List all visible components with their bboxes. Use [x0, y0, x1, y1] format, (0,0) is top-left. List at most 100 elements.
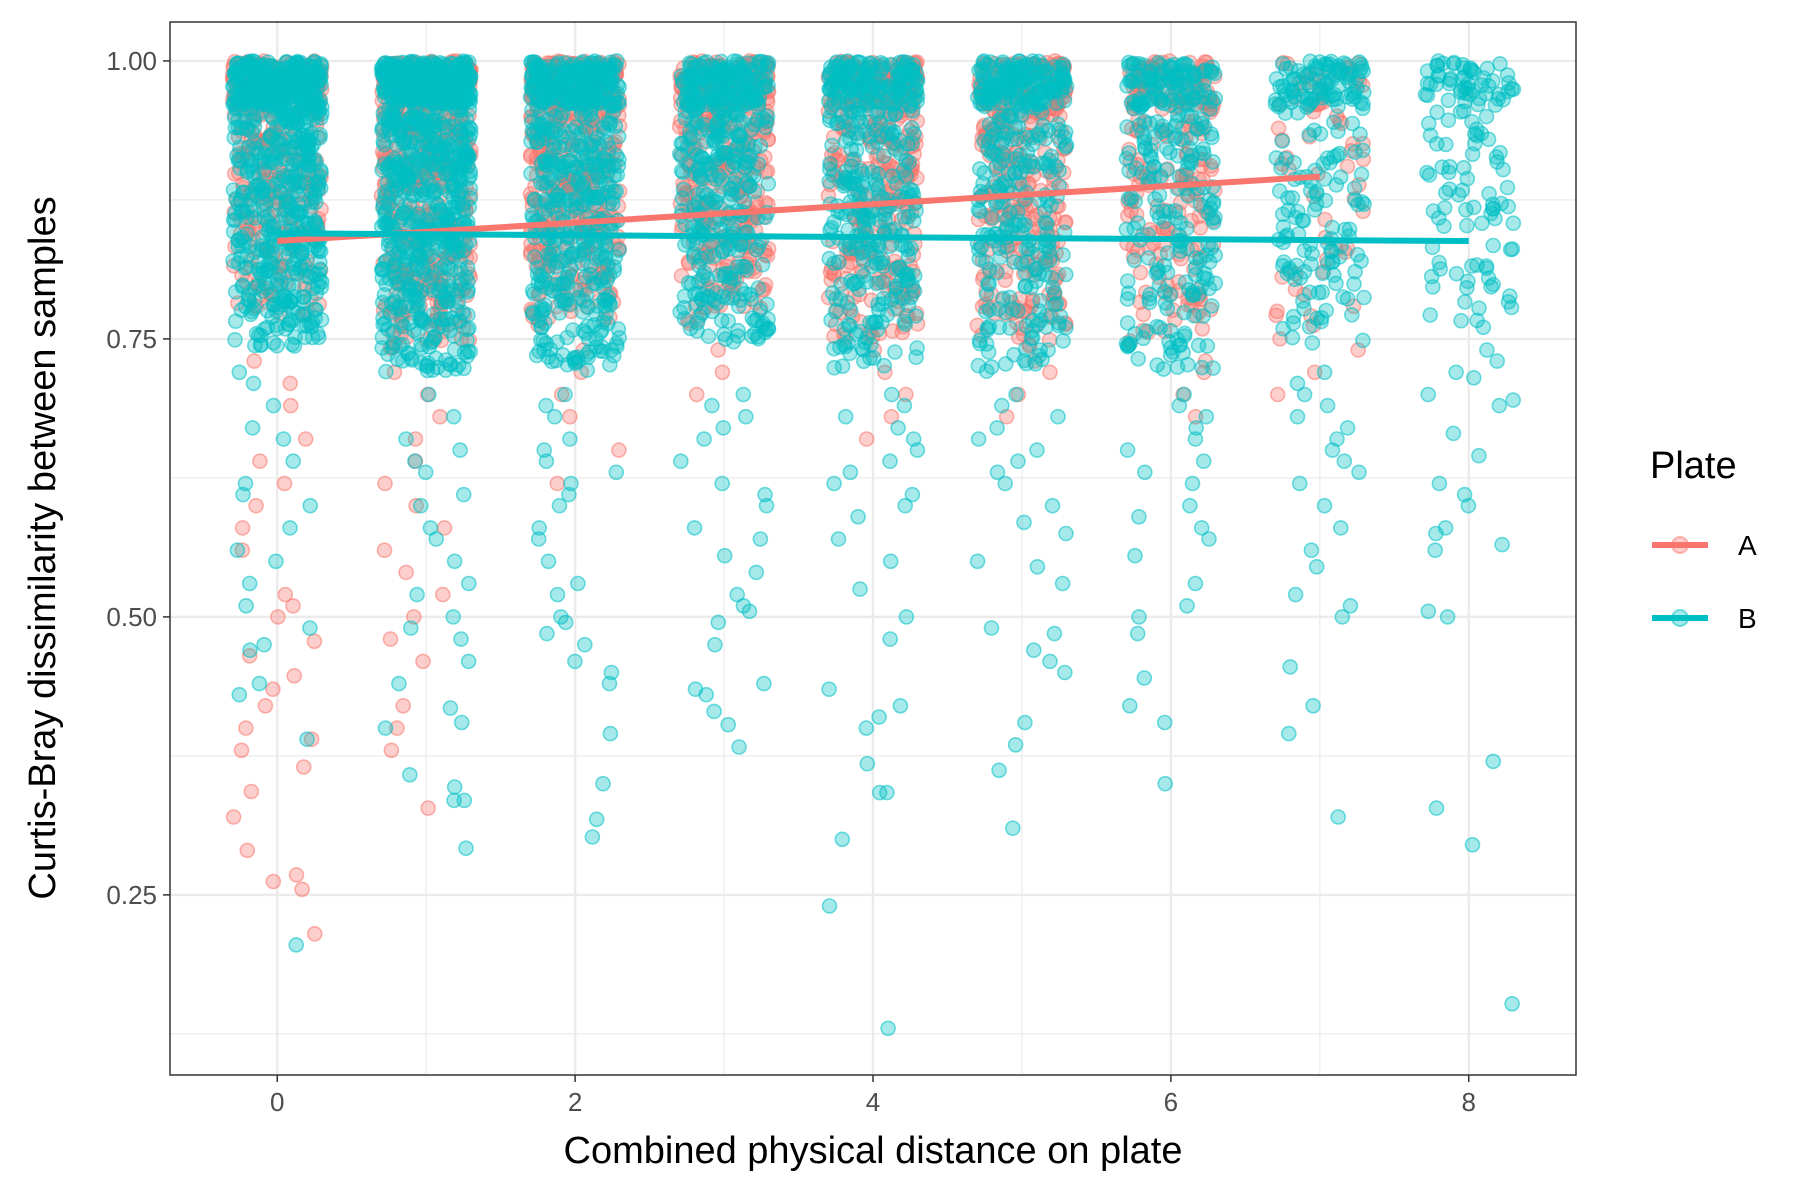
- point-a: [277, 586, 294, 603]
- point-a: [306, 633, 323, 650]
- point-b: [280, 316, 297, 333]
- point-b: [255, 184, 271, 200]
- point-a: [285, 597, 301, 614]
- point-a: [248, 497, 264, 514]
- point-b: [568, 158, 585, 175]
- point-b: [392, 301, 408, 318]
- point-b: [275, 431, 292, 447]
- point-b: [238, 597, 254, 614]
- point-b: [460, 575, 477, 592]
- point-b: [228, 191, 244, 207]
- point-b: [259, 319, 276, 336]
- point-b: [284, 336, 301, 353]
- point-b: [456, 155, 473, 172]
- point-b: [391, 675, 407, 692]
- point-b: [306, 151, 323, 167]
- point-b: [584, 829, 601, 845]
- point-b: [396, 183, 413, 199]
- point-b: [227, 331, 243, 348]
- point-b: [529, 99, 546, 115]
- point-b: [546, 135, 563, 152]
- point-b: [410, 153, 427, 170]
- point-b: [405, 270, 421, 286]
- point-a: [382, 631, 399, 647]
- point-a: [286, 667, 303, 684]
- point-b: [413, 186, 430, 203]
- point-b: [524, 207, 540, 223]
- point-b: [410, 299, 427, 316]
- point-b: [401, 141, 417, 158]
- point-b: [453, 277, 469, 293]
- point-b: [282, 293, 298, 310]
- point-b: [419, 171, 436, 187]
- point-a: [294, 881, 310, 898]
- point-b: [389, 196, 406, 212]
- point-b: [754, 256, 771, 273]
- point-b: [380, 237, 397, 254]
- point-b: [549, 334, 566, 350]
- point-b: [289, 65, 306, 82]
- point-b: [426, 329, 443, 346]
- point-b: [288, 937, 305, 953]
- point-a: [241, 647, 258, 664]
- point-b: [545, 183, 562, 200]
- point-b: [610, 128, 627, 145]
- point-a: [395, 697, 412, 714]
- point-b: [430, 282, 447, 299]
- point-b: [396, 77, 413, 93]
- point-b: [588, 275, 604, 292]
- point-b: [602, 725, 619, 742]
- point-b: [555, 158, 572, 175]
- point-a: [549, 475, 566, 492]
- point-a: [858, 431, 875, 447]
- point-a: [238, 720, 254, 736]
- point-b: [591, 249, 608, 265]
- point-b: [376, 215, 393, 231]
- point-b: [567, 653, 583, 670]
- point-b: [445, 328, 462, 344]
- point-b: [452, 442, 468, 458]
- point-b: [268, 553, 284, 570]
- point-a: [234, 520, 251, 536]
- point-b: [565, 322, 581, 338]
- point-b: [391, 91, 407, 108]
- point-b: [540, 86, 557, 103]
- point-a: [246, 353, 262, 369]
- point-b: [417, 464, 434, 481]
- point-b: [379, 160, 396, 177]
- point-b: [227, 119, 244, 136]
- point-b: [293, 103, 310, 120]
- point-b: [412, 497, 429, 514]
- point-a: [225, 809, 242, 825]
- point-b: [299, 731, 315, 748]
- point-b: [244, 303, 260, 320]
- point-a: [306, 925, 323, 942]
- point-b: [403, 350, 420, 367]
- point-b: [453, 714, 470, 731]
- point-b: [301, 315, 318, 331]
- point-b: [267, 97, 284, 114]
- point-a: [239, 842, 256, 859]
- point-a: [420, 800, 437, 816]
- point-b: [536, 442, 553, 458]
- point-b: [416, 314, 433, 331]
- point-b: [566, 351, 582, 368]
- point-b: [602, 115, 619, 131]
- point-b: [446, 206, 462, 222]
- point-b: [433, 260, 449, 276]
- point-b: [282, 520, 298, 536]
- point-b: [407, 111, 423, 127]
- point-a: [562, 408, 578, 425]
- point-b: [281, 169, 298, 185]
- point-b: [532, 268, 549, 284]
- point-b: [378, 276, 394, 292]
- point-b: [460, 307, 476, 323]
- point-a: [288, 867, 305, 883]
- point-b: [462, 121, 479, 137]
- point-b: [459, 321, 476, 338]
- point-b: [285, 256, 301, 273]
- point-b: [285, 241, 301, 258]
- point-a: [282, 375, 299, 392]
- point-b: [269, 194, 285, 210]
- point-a: [252, 453, 268, 470]
